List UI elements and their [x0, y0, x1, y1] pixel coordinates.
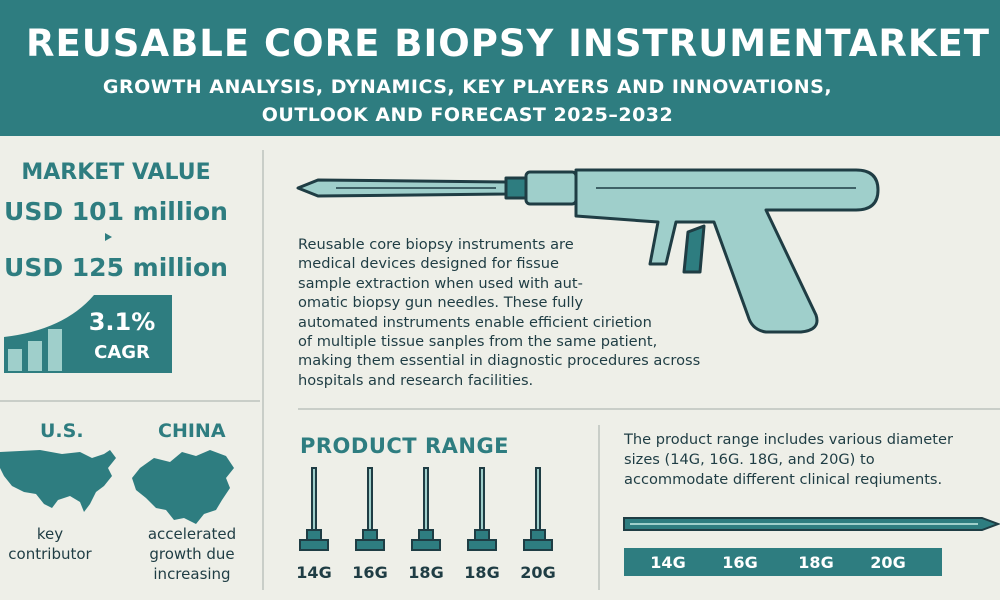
- us-label: U.S.: [40, 420, 84, 442]
- product-range-description: The product range includes various diame…: [624, 430, 1000, 490]
- description-line: sample extraction when used with aut-: [298, 274, 583, 292]
- range-description-line: sizes (14G, 16G. 18G, and 20G) to: [624, 451, 875, 468]
- china-map-icon: [132, 450, 234, 524]
- us-map-icon: [0, 450, 116, 512]
- needle-gauge-label: 16G: [352, 563, 388, 582]
- needle-gauge-label: 18G: [464, 563, 500, 582]
- page-title: REUSABLE CORE BIOPSY INSTRUMENTARKET: [26, 22, 991, 65]
- needle-icon: [411, 467, 441, 551]
- needle-gauge-label: 20G: [520, 563, 556, 582]
- description-line: automated instruments enable efficient c…: [298, 313, 652, 331]
- cagr-value: 3.1%: [88, 308, 156, 336]
- china-note: accelerated growth due increasing: [132, 524, 252, 584]
- header-banner: REUSABLE CORE BIOPSY INSTRUMENTARKET GRO…: [0, 0, 1000, 136]
- description-line: Reusable core biopsy instruments are: [298, 236, 574, 253]
- needle-icon: [355, 467, 385, 551]
- description-line: omatic biopsy gun needles. These fully: [298, 294, 584, 312]
- product-range-title: PRODUCT RANGE: [300, 434, 510, 458]
- description-line: of multiple tissue sanples from the same…: [298, 333, 658, 351]
- needle-gauge-label: 18G: [408, 563, 444, 582]
- gauge-bar-label: 14G: [650, 553, 686, 572]
- needle-gauge-label: 14G: [296, 563, 332, 582]
- right-section-divider: [298, 408, 1000, 410]
- page-subtitle-line-2: OUTLOOK AND FORECAST 2025–2032: [261, 104, 674, 126]
- page-subtitle-line-1: GROWTH ANALYSIS, DYNAMICS, KEY PLAYERS A…: [102, 76, 833, 98]
- needle-icon: [299, 467, 329, 551]
- description-line: hospitals and research facilities.: [298, 371, 534, 389]
- description-line: medical devices designed for fissue: [298, 255, 559, 273]
- arrow-right-icon: [105, 233, 112, 241]
- us-note-line: key: [36, 525, 64, 543]
- china-label: CHINA: [158, 420, 226, 442]
- gauge-bar-label: 18G: [798, 553, 834, 572]
- gauge-bar-label: 16G: [722, 553, 758, 572]
- cagr-label: CAGR: [94, 342, 150, 363]
- needle-icon: [467, 467, 497, 551]
- needle-rod-icon: [623, 517, 1000, 531]
- needle-icon: [523, 467, 553, 551]
- range-description-line: accommodate different clinical reqiument…: [624, 471, 943, 488]
- description-line: making them essential in diagnostic proc…: [298, 352, 701, 370]
- left-section-divider: [0, 400, 260, 402]
- us-note-line: contributor: [8, 545, 92, 563]
- gauge-bar-label: 20G: [870, 553, 906, 572]
- china-note-line: accelerated: [147, 525, 237, 543]
- market-value-start: USD 101 million: [4, 197, 228, 226]
- market-value-end: USD 125 million: [4, 253, 228, 282]
- product-description: Reusable core biopsy instruments are med…: [298, 235, 778, 390]
- gauge-size-bar: [624, 548, 942, 576]
- china-note-line: increasing: [153, 565, 231, 583]
- biopsy-gun-icon: [296, 168, 880, 334]
- range-description-line: The product range includes various diame…: [624, 431, 953, 448]
- growth-bars-icon: [4, 295, 172, 373]
- us-note: key contributor: [0, 524, 100, 564]
- market-value-label: MARKET VALUE: [21, 160, 211, 185]
- left-column-divider: [262, 150, 264, 590]
- china-note-line: growth due: [149, 545, 235, 563]
- product-range-divider: [598, 425, 600, 590]
